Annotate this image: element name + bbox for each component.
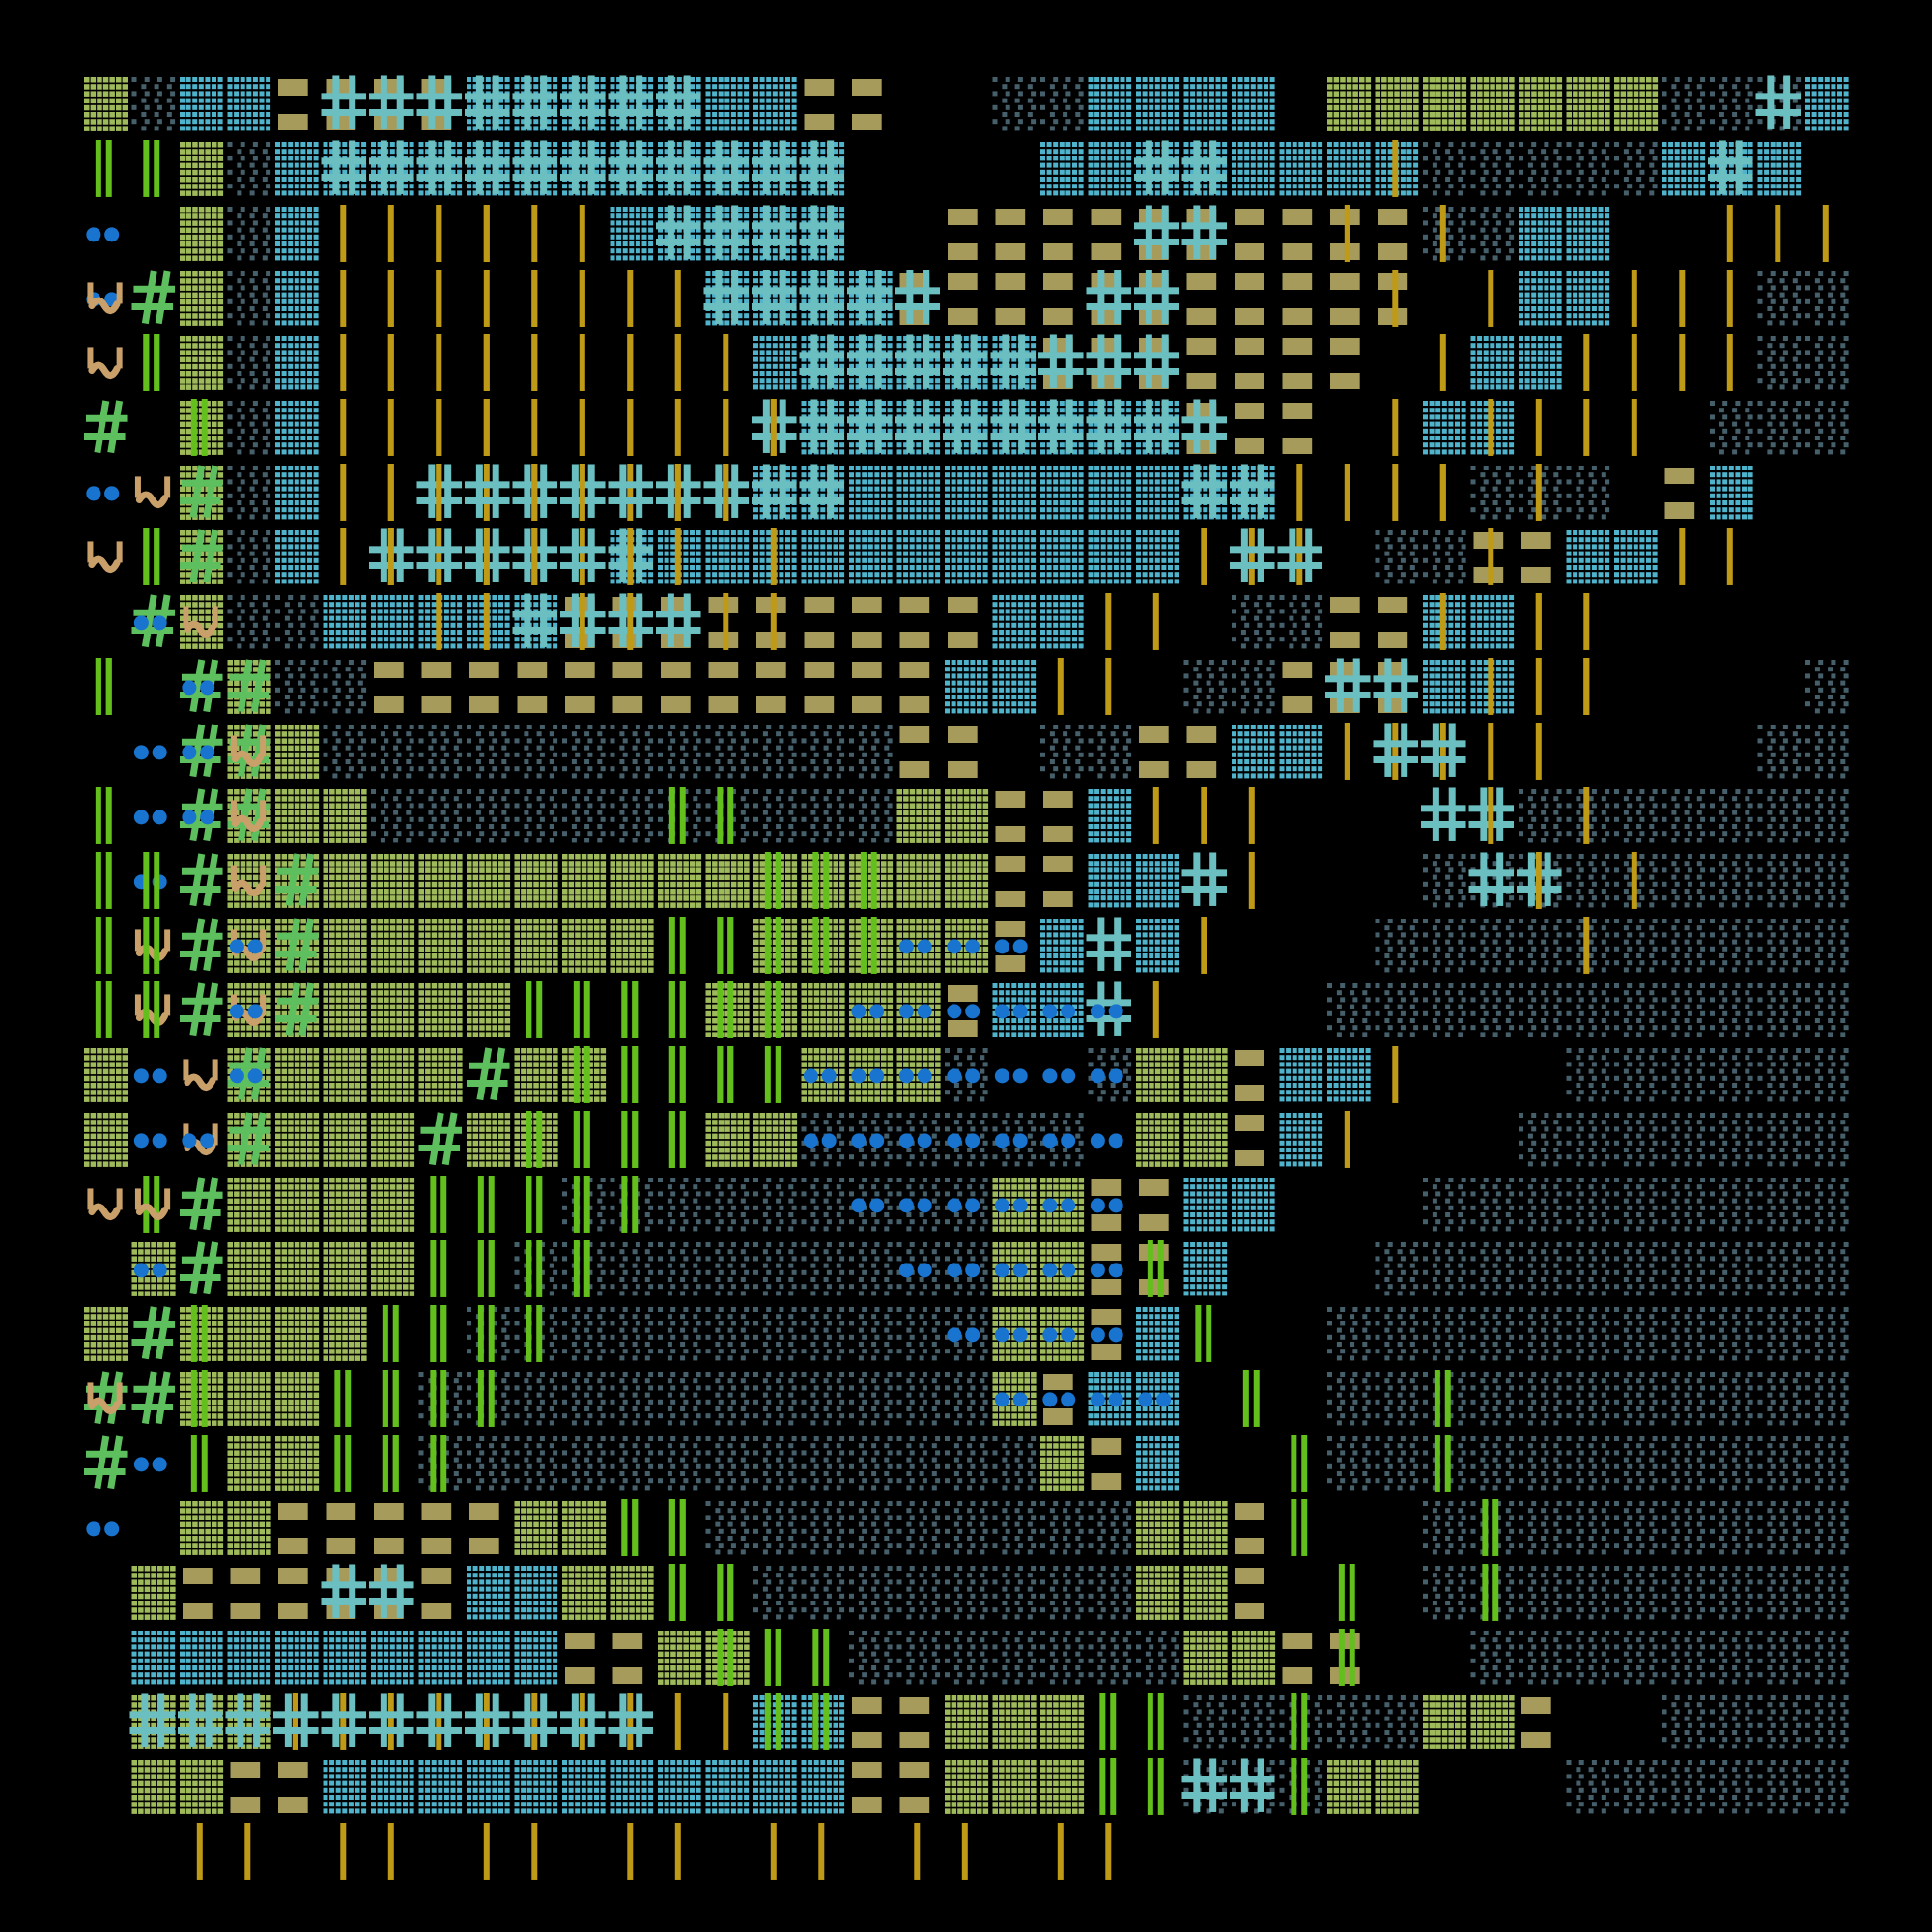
ascii-mosaic-svg [83, 75, 1849, 1880]
ascii-art-stage [83, 75, 1849, 1880]
